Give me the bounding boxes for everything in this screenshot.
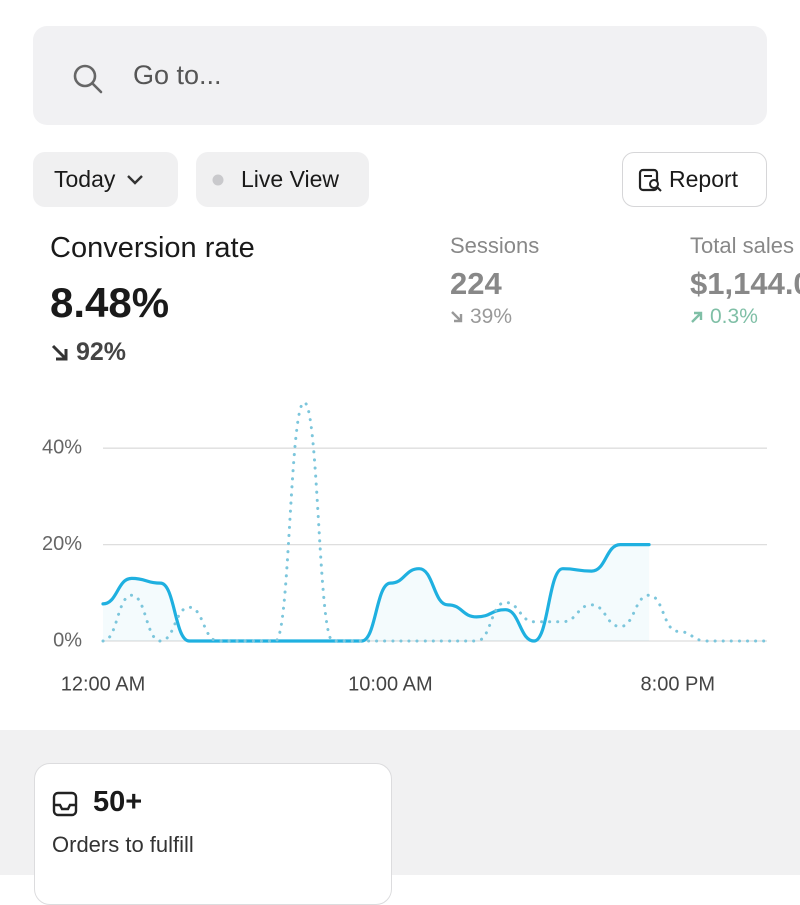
search-placeholder: Go to... <box>133 60 222 90</box>
x-tick-label: 8:00 PM <box>641 673 715 695</box>
live-view-button[interactable]: Live View <box>196 152 369 207</box>
y-tick-label: 0% <box>53 629 82 651</box>
report-label: Report <box>669 166 739 192</box>
live-dot <box>212 174 224 185</box>
metric-value: 224 <box>450 266 502 301</box>
metric-label: Conversion rate <box>50 232 255 264</box>
period-button[interactable]: Today <box>33 152 178 207</box>
y-tick-label: 40% <box>42 436 82 458</box>
bottom-section: 50+ Orders to fulfill <box>0 730 800 905</box>
metric-change-value: 0.3% <box>710 305 758 328</box>
report-button[interactable]: Report <box>622 152 767 207</box>
x-tick-label: 12:00 AM <box>61 673 146 695</box>
chevron-icon <box>127 174 144 185</box>
metric-value: $1,144.00 <box>690 266 800 301</box>
page: Go to... Today Live View Report Conversi… <box>0 26 800 905</box>
x-tick-label: 10:00 AM <box>348 673 433 695</box>
area <box>103 544 650 641</box>
chart: 0% 20% 40% 12:00 AM 10:00 AM 8:00 PM <box>42 400 767 695</box>
line-series <box>101 542 651 643</box>
search-box[interactable]: Go to... <box>33 26 767 125</box>
metric-label: Total sales <box>690 233 794 258</box>
search-icon <box>73 64 103 94</box>
metric-change-value: 92% <box>76 338 127 366</box>
y-tick-label: 20% <box>42 533 82 555</box>
metric-change: 0.3% <box>690 305 758 329</box>
down-arrow-icon <box>451 311 463 323</box>
metric-change-value: 39% <box>470 305 513 328</box>
metric-change: 92% <box>50 338 126 367</box>
inbox-icon <box>52 791 78 817</box>
report-icon <box>638 168 662 192</box>
live-view-label: Live View <box>241 166 340 192</box>
down-arrow-icon <box>51 344 68 360</box>
up-arrow-icon <box>691 311 703 323</box>
line-series <box>101 400 766 643</box>
card-label: Orders to fulfill <box>52 832 194 857</box>
period-label: Today <box>54 166 116 192</box>
orders-card[interactable]: 50+ Orders to fulfill <box>34 763 392 905</box>
metric-change: 39% <box>450 305 512 329</box>
metric-value: 8.48% <box>50 279 170 326</box>
card-value: 50+ <box>93 786 143 818</box>
metric-label: Sessions <box>450 233 540 258</box>
